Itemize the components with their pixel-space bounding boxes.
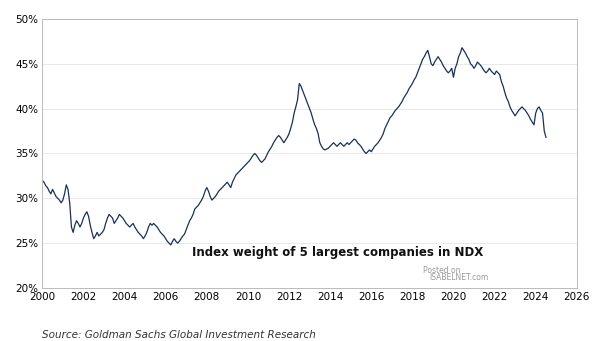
Text: ISABELNET.com: ISABELNET.com [429, 273, 488, 282]
Text: Source: Goldman Sachs Global Investment Research: Source: Goldman Sachs Global Investment … [42, 330, 316, 340]
Text: Posted on: Posted on [423, 266, 460, 275]
Text: Index weight of 5 largest companies in NDX: Index weight of 5 largest companies in N… [192, 246, 483, 259]
